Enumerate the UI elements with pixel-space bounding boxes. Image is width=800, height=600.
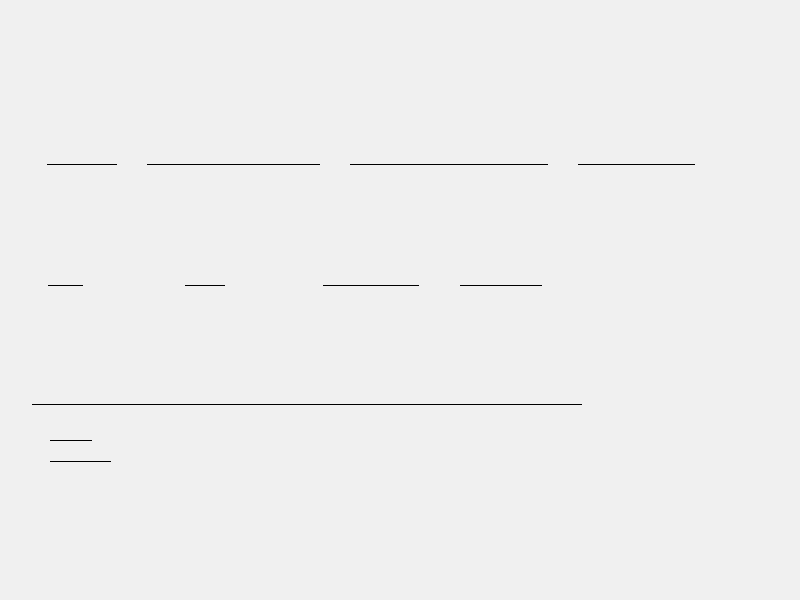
list-item-2[interactable] <box>50 461 111 462</box>
row2-field-2[interactable] <box>185 285 225 286</box>
row2-field-1[interactable] <box>48 285 83 286</box>
list-item-1[interactable] <box>50 440 92 441</box>
row2-field-4[interactable] <box>460 285 542 286</box>
row1-field-4[interactable] <box>578 164 695 165</box>
row1-field-3[interactable] <box>350 164 548 165</box>
row1-field-2[interactable] <box>147 164 320 165</box>
row1-field-1[interactable] <box>47 164 117 165</box>
section-divider <box>32 404 582 405</box>
row2-field-3[interactable] <box>323 285 419 286</box>
